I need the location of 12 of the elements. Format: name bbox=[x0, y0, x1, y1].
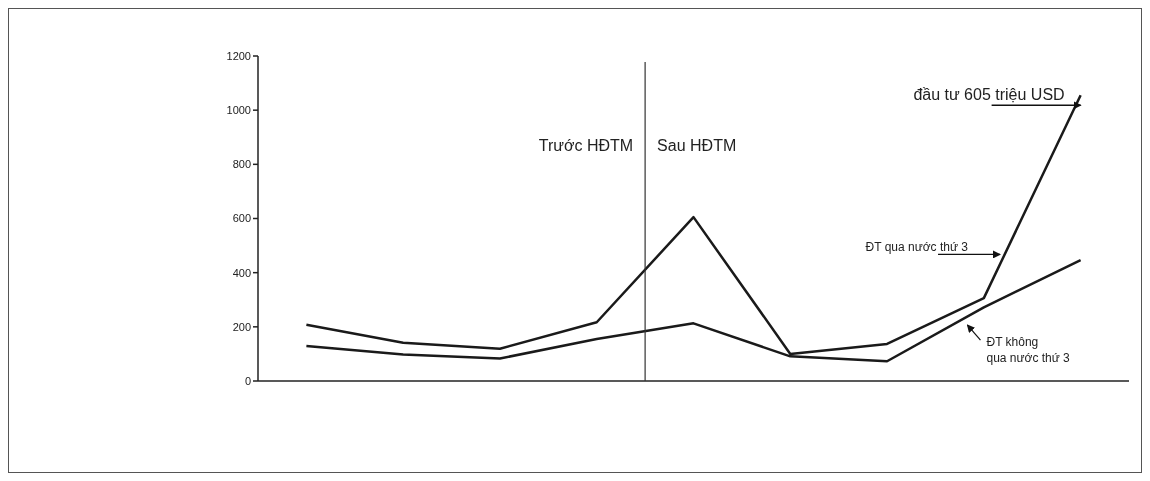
y-tick-label: 800 bbox=[232, 158, 251, 171]
text: ĐT không qua nước thứ 3 bbox=[986, 335, 1071, 366]
y-tick-label: 0 bbox=[244, 374, 251, 387]
y-tick-label: 600 bbox=[232, 212, 251, 225]
y-tick-label: 1200 bbox=[226, 49, 251, 62]
text: ĐT qua nước thứ 3 bbox=[865, 240, 969, 255]
y-tick-label: 1000 bbox=[226, 104, 251, 117]
annotation: đầu tư 605 triệu USD bbox=[913, 86, 1065, 104]
y-tick-label: 400 bbox=[232, 266, 251, 279]
annotation: Trước HĐTM bbox=[538, 137, 634, 154]
annotation: Sau HĐTM bbox=[657, 137, 737, 154]
y-tick-label: 200 bbox=[232, 320, 251, 333]
